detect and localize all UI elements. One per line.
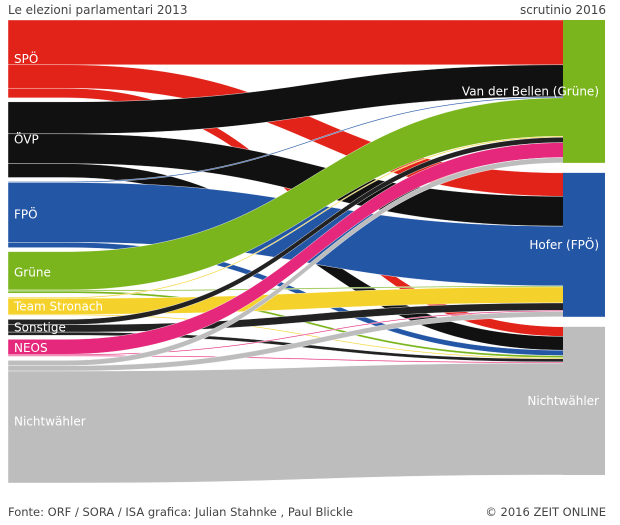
source-credit: Fonte: ORF / SORA / ISA grafica: Julian …	[8, 505, 353, 519]
destination-node-hofer	[563, 172, 605, 317]
source-label-fpo: FPÖ	[14, 206, 38, 222]
destination-label-hofer: Hofer (FPÖ)	[529, 236, 599, 252]
source-label-stronach: Team Stronach	[13, 299, 103, 313]
destination-label-vdb: Van der Bellen (Grüne)	[462, 84, 599, 98]
chart-subtitle-right: scrutinio 2016	[519, 3, 606, 17]
destination-label-nichtw: Nichtwähler	[527, 394, 599, 408]
flow-layer	[7, 19, 568, 484]
source-label-ovp: ÖVP	[14, 131, 39, 147]
label-layer: SPÖ ÖVP FPÖ Grüne Team Stronach Sonstige NEOS N…	[13, 50, 599, 429]
flow-spo-to-vdb	[7, 19, 568, 65]
destination-node-nichtw	[563, 326, 605, 475]
source-label-spo: SPÖ	[14, 50, 38, 66]
source-label-neos: NEOS	[14, 341, 48, 355]
source-label-nicht: Nichtwähler	[14, 415, 86, 429]
source-label-sonstige: Sonstige	[14, 320, 66, 334]
destination-node-vdb	[563, 20, 605, 163]
chart-subtitle-left: Le elezioni parlamentari 2013	[8, 3, 188, 17]
source-label-grune: Grüne	[14, 265, 51, 279]
copyright: © 2016 ZEIT ONLINE	[485, 505, 606, 519]
destination-layer	[563, 20, 605, 475]
flow-nicht-to-nichtw	[7, 362, 568, 484]
